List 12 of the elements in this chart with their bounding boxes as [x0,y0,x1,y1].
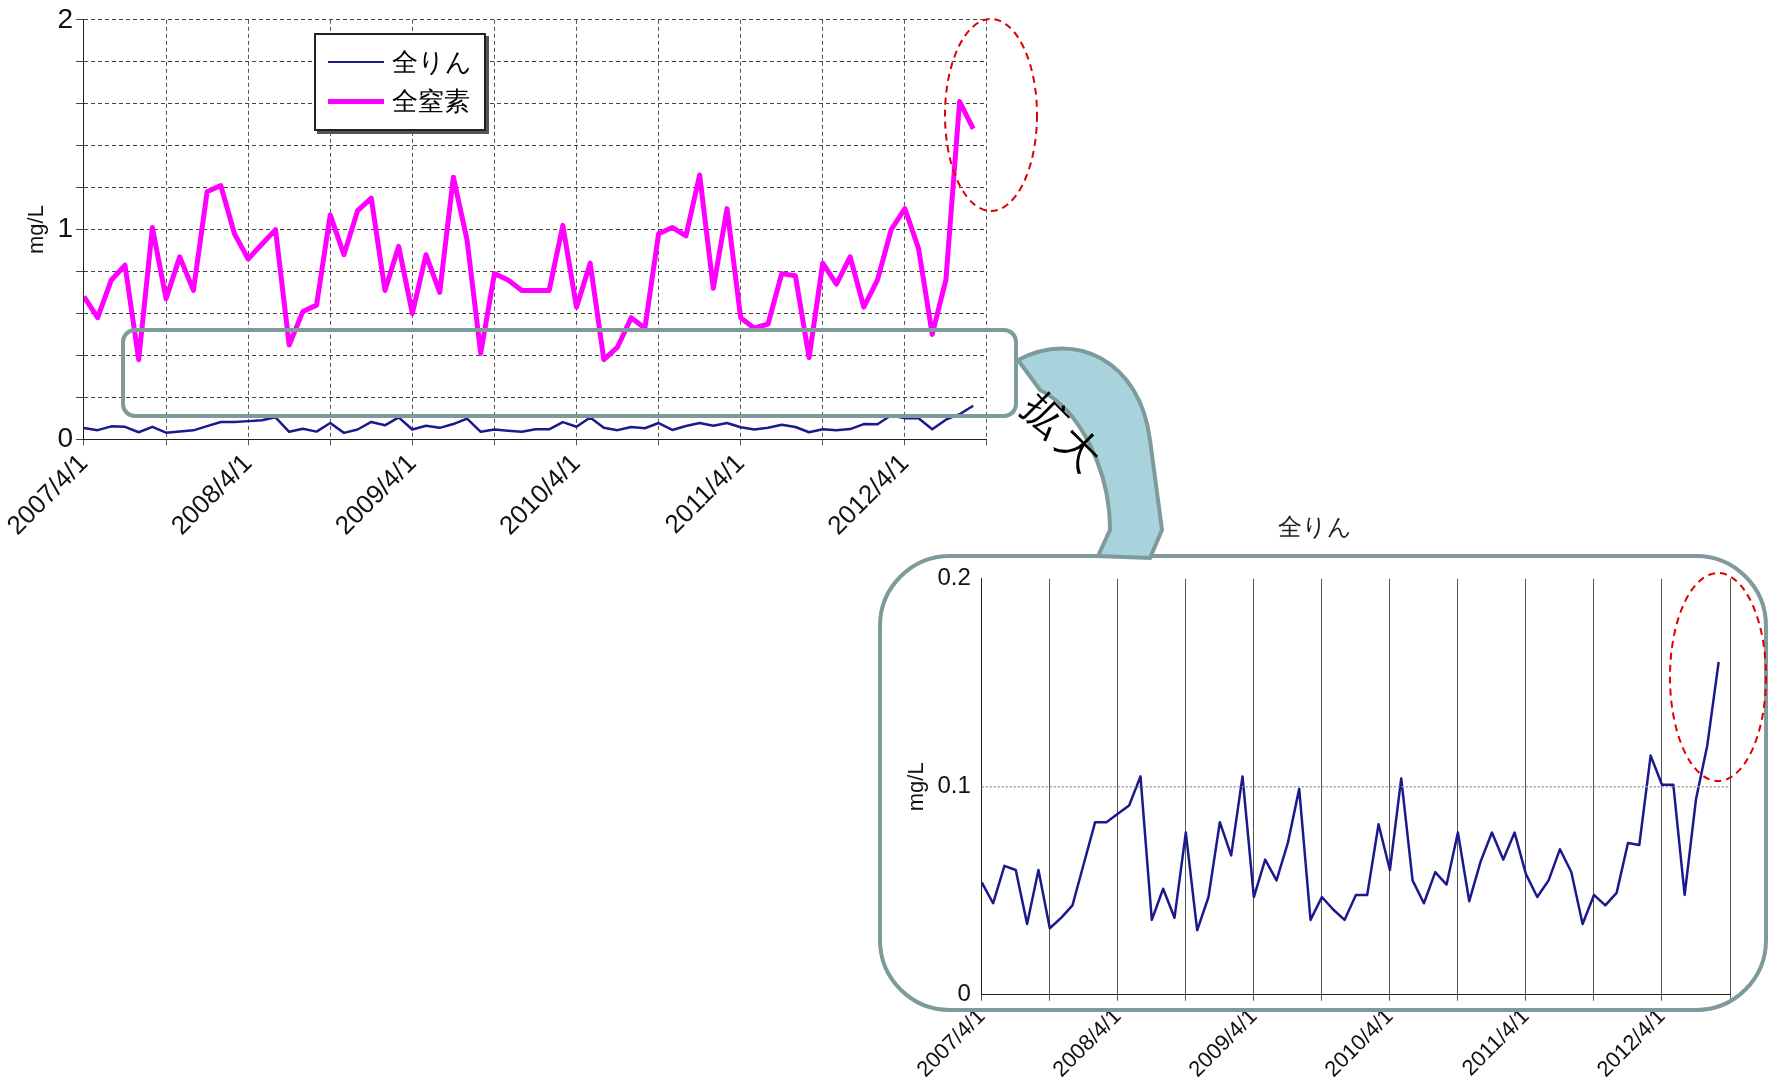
y-axis-title: mg/L [23,205,49,255]
text: 拡大 [1012,381,1117,486]
chart-title: 全りん [1278,513,1352,541]
legend-label: 全りん [391,45,472,79]
y-tick-label: 1 [57,212,73,244]
y-axis-title: mg/L [903,762,929,812]
y-tick-label: 0.2 [937,563,971,591]
y-tick-label: 0.1 [937,771,971,799]
y-tick-label: 2 [57,2,73,34]
legend-label: 全窒素 [391,84,470,118]
y-tick-label: 0 [957,979,971,1007]
y-tick-label: 0 [57,422,73,454]
